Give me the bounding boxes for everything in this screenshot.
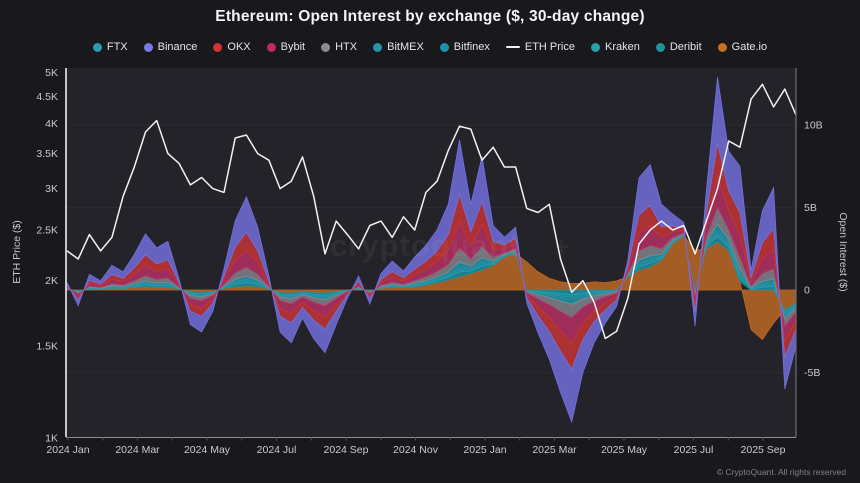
right-axis-tick-label: 5B	[804, 202, 817, 214]
eth-price-line	[66, 83, 796, 340]
left-axis-tick-label: 5K	[45, 67, 58, 79]
legend-item-ftx[interactable]: FTX	[92, 41, 128, 53]
left-axis-tick-label: 4.5K	[36, 91, 58, 103]
x-axis-tick-label: 2024 May	[184, 444, 231, 456]
left-axis-tick-label: 4K	[45, 118, 58, 130]
legend-label: ETH Price	[524, 41, 575, 53]
right-axis-label: Open Interest ($)	[837, 212, 849, 292]
left-axis-tick-label: 3.5K	[36, 148, 58, 160]
x-axis-tick-label: 2024 Mar	[115, 444, 160, 456]
axis-tick-labels: 5K 4.5K 4K 3.5K 3K 2.5K 2K 1.5K 1K 10B 5B 0 -5B 2024 …	[36, 67, 822, 456]
legend-item-okx[interactable]: OKX	[213, 41, 251, 53]
chart-title: Ethereum: Open Interest by exchange ($, …	[215, 8, 645, 25]
legend-dot-marker	[213, 42, 223, 52]
legend-item-bitfinex[interactable]: Bitfinex	[439, 41, 490, 53]
left-axis-tick-label: 3K	[45, 183, 58, 195]
legend-item-binance[interactable]: Binance	[143, 41, 198, 53]
legend-dot-marker	[373, 42, 383, 52]
legend-label: Bitfinex	[453, 41, 490, 53]
legend-dot-marker	[439, 42, 449, 52]
legend-label: BitMEX	[387, 41, 424, 53]
legend-line-marker	[505, 46, 520, 48]
legend-dot-marker	[321, 42, 331, 52]
left-axis-label: ETH Price ($)	[11, 220, 23, 284]
legend-dot-marker	[655, 42, 665, 52]
legend-item-htx[interactable]: HTX	[321, 41, 357, 53]
left-axis-tick-label: 1K	[45, 433, 58, 445]
legend-item-bitmex[interactable]: BitMEX	[373, 41, 424, 53]
legend-dot-marker	[591, 42, 600, 52]
legend-dot-marker	[92, 42, 102, 52]
legend-item-bybit[interactable]: Bybit	[266, 41, 306, 53]
legend-item-kraken[interactable]: Kraken	[591, 41, 640, 53]
legend-label: Binance	[157, 41, 198, 53]
right-axis-tick-label: 10B	[804, 120, 823, 132]
legend-label: Deribit	[669, 41, 702, 53]
legend-label: OKX	[227, 41, 251, 53]
legend-label: Gate.io	[731, 41, 768, 53]
left-axis-tick-label: 2.5K	[36, 225, 58, 237]
area-series-binance	[66, 77, 796, 424]
legend-label: FTX	[106, 41, 128, 53]
right-axis-tick-label: -5B	[804, 367, 820, 379]
legend-dot-marker	[266, 42, 276, 52]
x-axis-tick-label: 2025 Sep	[741, 444, 786, 456]
stacked-areas	[66, 77, 796, 424]
legend-item-eth-price[interactable]: ETH Price	[505, 41, 575, 53]
x-axis-minor-ticks	[67, 437, 764, 441]
legend-label: HTX	[335, 41, 358, 53]
x-axis-tick-label: 2025 Jan	[463, 444, 506, 456]
legend-dot-marker	[717, 42, 727, 52]
left-axis-tick-label: 2K	[45, 275, 58, 287]
right-axis-tick-label: 0	[804, 285, 810, 297]
legend-label: Kraken	[605, 41, 640, 53]
x-axis-tick-label: 2025 May	[601, 444, 648, 456]
legend: FTX Binance OKX Bybit HTX BitMEX Bitfinex ETH P…	[0, 39, 860, 55]
x-axis-tick-label: 2025 Mar	[532, 444, 577, 456]
x-axis-tick-label: 2025 Jul	[674, 444, 714, 456]
legend-label: Bybit	[280, 41, 306, 53]
copyright-notice: © CryptoQuant. All rights reserved	[716, 467, 846, 477]
x-axis-tick-label: 2024 Sep	[324, 444, 369, 456]
left-axis-tick-label: 1.5K	[36, 340, 58, 352]
legend-item-deribit[interactable]: Deribit	[655, 41, 702, 53]
x-axis-tick-label: 2024 Nov	[393, 444, 439, 456]
legend-dot-marker	[143, 42, 153, 52]
legend-item-gate-io[interactable]: Gate.io	[717, 41, 768, 53]
x-axis-tick-label: 2024 Jul	[257, 444, 297, 456]
x-axis-tick-label: 2024 Jan	[46, 444, 89, 456]
